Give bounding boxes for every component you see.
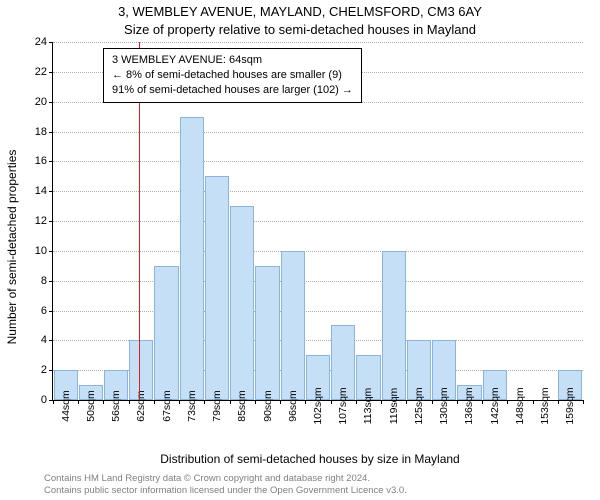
y-tick-label: 20 [35, 96, 47, 108]
gridline [53, 251, 583, 252]
gridline [53, 311, 583, 312]
x-tick-label: 130sqm [438, 387, 450, 424]
x-tick [78, 400, 79, 404]
x-tick [204, 400, 205, 404]
chart-title-line1: 3, WEMBLEY AVENUE, MAYLAND, CHELMSFORD, … [0, 4, 600, 19]
gridline [53, 42, 583, 43]
x-tick [280, 400, 281, 404]
x-tick [507, 400, 508, 404]
x-tick [230, 400, 231, 404]
x-tick [255, 400, 256, 404]
y-tick [49, 221, 53, 222]
x-tick [533, 400, 534, 404]
y-tick-label: 4 [41, 334, 47, 346]
gridline [53, 191, 583, 192]
y-tick [49, 370, 53, 371]
y-tick-label: 8 [41, 275, 47, 287]
x-tick-label: 119sqm [388, 388, 400, 425]
gridline [53, 161, 583, 162]
y-tick-label: 16 [35, 155, 47, 167]
x-tick-label: 102sqm [312, 387, 324, 424]
x-tick-label: 90sqm [262, 390, 274, 422]
histogram-bar [205, 176, 229, 400]
x-tick-label: 153sqm [539, 387, 551, 424]
x-tick [583, 400, 584, 404]
histogram-bar [255, 266, 279, 400]
x-tick [482, 400, 483, 404]
x-tick [432, 400, 433, 404]
attribution-line1: Contains HM Land Registry data © Crown c… [44, 473, 407, 485]
x-tick-label: 96sqm [287, 390, 299, 422]
x-axis-label: Distribution of semi-detached houses by … [30, 452, 590, 466]
x-tick [558, 400, 559, 404]
histogram-bar [281, 251, 305, 400]
y-tick [49, 340, 53, 341]
y-tick [49, 281, 53, 282]
info-box-line2: ← 8% of semi-detached houses are smaller… [112, 68, 353, 83]
y-tick-label: 10 [35, 245, 47, 257]
x-tick-label: 79sqm [211, 390, 223, 422]
gridline [53, 281, 583, 282]
y-tick [49, 72, 53, 73]
info-box-line1: 3 WEMBLEY AVENUE: 64sqm [112, 53, 353, 68]
y-tick-label: 12 [35, 215, 47, 227]
y-tick-label: 24 [35, 36, 47, 48]
x-tick [129, 400, 130, 404]
plot-inner: 02468101214161820222444sqm50sqm56sqm62sq… [52, 42, 583, 401]
info-box-line3: 91% of semi-detached houses are larger (… [112, 83, 353, 98]
histogram-bar [382, 251, 406, 400]
y-tick [49, 311, 53, 312]
x-tick-label: 136sqm [463, 387, 475, 424]
gridline [53, 221, 583, 222]
x-tick [381, 400, 382, 404]
x-tick-label: 62sqm [135, 390, 147, 422]
y-tick [49, 42, 53, 43]
x-tick-label: 85sqm [236, 390, 248, 422]
x-tick [154, 400, 155, 404]
x-tick [406, 400, 407, 404]
plot-area: 02468101214161820222444sqm50sqm56sqm62sq… [52, 42, 582, 400]
histogram-bar [154, 266, 178, 400]
gridline [53, 132, 583, 133]
y-tick [49, 191, 53, 192]
histogram-bar [230, 206, 254, 400]
x-tick [103, 400, 104, 404]
attribution-line2: Contains public sector information licen… [44, 485, 407, 497]
x-tick-label: 125sqm [413, 387, 425, 424]
y-tick-label: 0 [41, 394, 47, 406]
x-tick-label: 73sqm [186, 390, 198, 422]
y-tick [49, 161, 53, 162]
x-tick-label: 113sqm [362, 388, 374, 425]
histogram-bar [180, 117, 204, 400]
y-axis-label: Number of semi-detached properties [5, 117, 19, 377]
x-tick-label: 44sqm [60, 390, 72, 422]
x-tick [53, 400, 54, 404]
y-tick-label: 2 [41, 364, 47, 376]
x-tick [457, 400, 458, 404]
chart-container: 3, WEMBLEY AVENUE, MAYLAND, CHELMSFORD, … [0, 0, 600, 500]
x-tick-label: 50sqm [85, 390, 97, 422]
y-tick [49, 102, 53, 103]
y-tick-label: 18 [35, 126, 47, 138]
info-box: 3 WEMBLEY AVENUE: 64sqm← 8% of semi-deta… [103, 48, 362, 103]
attribution-text: Contains HM Land Registry data © Crown c… [44, 473, 407, 497]
chart-title-line2: Size of property relative to semi-detach… [0, 22, 600, 37]
x-tick [305, 400, 306, 404]
x-tick [331, 400, 332, 404]
x-tick-label: 148sqm [514, 387, 526, 424]
y-tick [49, 132, 53, 133]
x-tick-label: 107sqm [337, 387, 349, 424]
y-tick-label: 22 [35, 66, 47, 78]
x-tick-label: 67sqm [161, 390, 173, 422]
x-tick [356, 400, 357, 404]
x-tick-label: 159sqm [564, 387, 576, 424]
x-tick-label: 142sqm [489, 387, 501, 424]
x-tick [179, 400, 180, 404]
y-tick-label: 6 [41, 305, 47, 317]
y-tick-label: 14 [35, 185, 47, 197]
y-tick [49, 251, 53, 252]
x-tick-label: 56sqm [110, 390, 122, 422]
